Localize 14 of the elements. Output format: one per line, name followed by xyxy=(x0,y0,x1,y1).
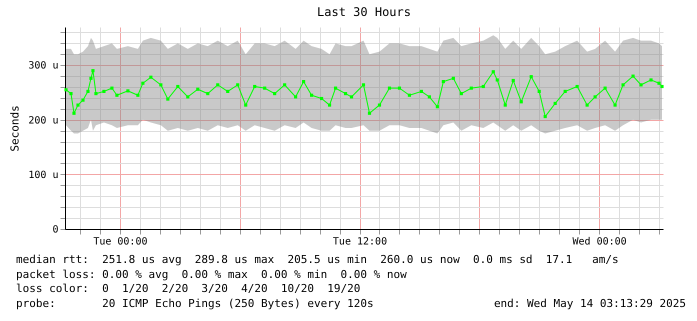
text: median rtt: 251.8 us avg 289.8 us max 205.5 us min 260.0 us now 0.0 ms sd 17.1 am/s xyxy=(16,253,620,268)
y-tick-label: 0 xyxy=(52,224,58,236)
text: probe: 20 ICMP Echo Pings (250 Bytes) every 120s xyxy=(16,296,374,310)
x-tick-label: Tue 12:00 xyxy=(332,236,388,248)
y-tick-label: 200 u xyxy=(28,115,58,126)
x-tick-label: Wed 00:00 xyxy=(572,236,627,248)
chart-title: Last 30 Hours xyxy=(317,5,411,19)
y-tick-label: 100 u xyxy=(28,170,58,181)
text: loss color: 0 1/20 2/20 3/20 4/20 10/20 19/20 xyxy=(16,282,362,296)
y-tick-label: 300 u xyxy=(28,60,58,72)
text: end: Wed May 14 03:13:29 2025 xyxy=(494,296,686,311)
y-axis-title: Seconds xyxy=(8,105,22,152)
x-tick-label: Tue 00:00 xyxy=(93,236,148,248)
text: packet loss: 0.00 % avg 0.00 % max 0.00 % min 0.00 % now xyxy=(16,268,408,282)
